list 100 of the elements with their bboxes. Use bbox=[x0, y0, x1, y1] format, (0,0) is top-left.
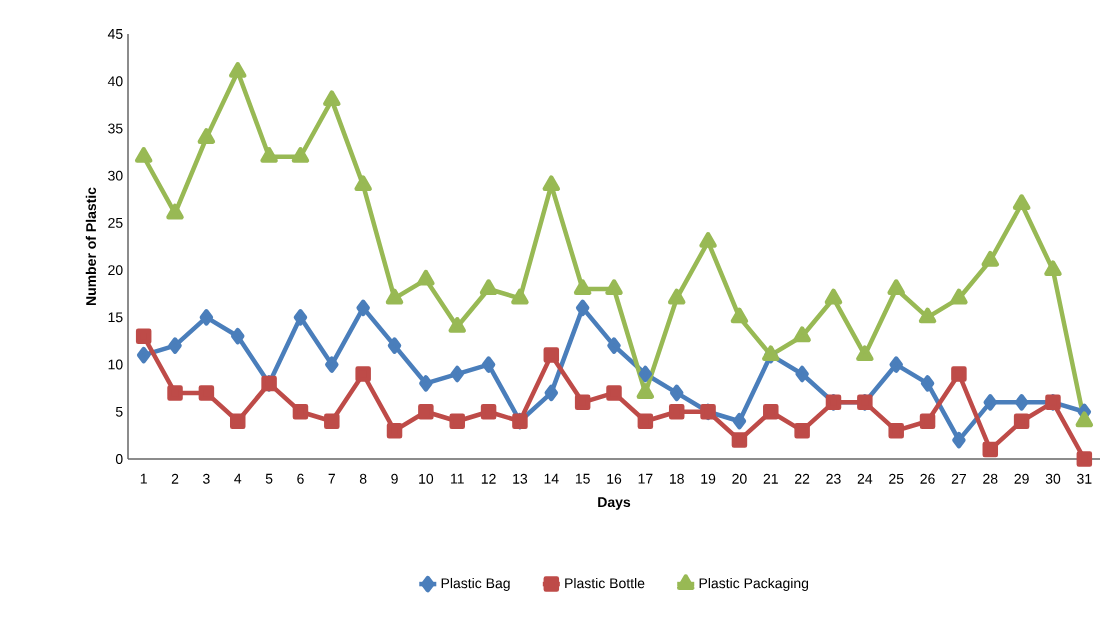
x-tick-label: 25 bbox=[889, 473, 904, 484]
point bbox=[543, 347, 560, 363]
point bbox=[983, 394, 998, 411]
x-tick-label: 23 bbox=[826, 473, 841, 484]
x-tick-label: 9 bbox=[391, 473, 398, 484]
point bbox=[981, 250, 1000, 267]
point bbox=[450, 365, 464, 383]
point bbox=[889, 356, 903, 373]
point bbox=[950, 288, 968, 305]
point bbox=[669, 384, 684, 402]
point bbox=[763, 404, 779, 420]
point bbox=[511, 288, 529, 305]
y-tick-label: 5 bbox=[115, 406, 123, 417]
point bbox=[135, 328, 152, 344]
x-tick-label: 19 bbox=[701, 473, 716, 484]
point bbox=[575, 299, 590, 317]
x-tick-label: 4 bbox=[234, 473, 242, 484]
point bbox=[168, 337, 182, 354]
point bbox=[606, 385, 622, 401]
x-tick-label: 22 bbox=[795, 473, 810, 484]
x-tick-label: 28 bbox=[983, 473, 998, 484]
point bbox=[325, 356, 339, 373]
point bbox=[197, 128, 216, 144]
point bbox=[605, 279, 623, 295]
point bbox=[260, 147, 278, 163]
point bbox=[229, 62, 247, 78]
point bbox=[668, 404, 685, 420]
x-tick-label: 16 bbox=[607, 473, 622, 484]
legend-label: Plastic Bag bbox=[441, 577, 510, 591]
point bbox=[1014, 394, 1029, 411]
legend-label: Plastic Packaging bbox=[699, 577, 809, 591]
point bbox=[607, 337, 621, 354]
point bbox=[448, 317, 466, 333]
x-tick-label: 5 bbox=[265, 473, 273, 484]
point bbox=[824, 288, 843, 305]
point bbox=[952, 431, 966, 449]
point bbox=[887, 279, 905, 295]
y-tick-label: 10 bbox=[108, 359, 123, 370]
x-tick-label: 18 bbox=[669, 473, 684, 484]
x-tick-label: 8 bbox=[359, 473, 367, 484]
x-tick-label: 11 bbox=[451, 473, 464, 484]
point bbox=[793, 326, 811, 343]
point bbox=[544, 384, 559, 402]
y-tick-label: 0 bbox=[115, 454, 123, 464]
point bbox=[951, 366, 967, 382]
y-tick-label: 25 bbox=[108, 217, 123, 228]
point bbox=[574, 394, 591, 411]
x-axis-title: Days bbox=[598, 497, 631, 510]
point bbox=[732, 412, 747, 430]
point bbox=[795, 365, 809, 383]
point bbox=[385, 288, 404, 305]
point bbox=[982, 441, 999, 458]
x-tick-label: 14 bbox=[544, 473, 559, 484]
x-tick-label: 31 bbox=[1077, 473, 1092, 484]
point bbox=[919, 413, 936, 429]
point bbox=[1044, 260, 1062, 277]
point bbox=[918, 307, 937, 324]
x-tick-label: 20 bbox=[732, 473, 747, 484]
point bbox=[323, 90, 341, 107]
point bbox=[167, 385, 183, 401]
point bbox=[449, 413, 465, 429]
point bbox=[324, 413, 340, 429]
y-tick-label: 45 bbox=[107, 29, 123, 39]
point bbox=[699, 232, 717, 248]
x-tick-label: 21 bbox=[763, 473, 778, 484]
y-tick-label: 15 bbox=[108, 312, 123, 323]
point bbox=[542, 175, 561, 192]
point bbox=[356, 299, 370, 317]
point bbox=[573, 279, 592, 295]
point bbox=[667, 288, 686, 305]
point bbox=[417, 269, 435, 286]
x-tick-label: 1 bbox=[140, 473, 147, 484]
point bbox=[888, 422, 904, 439]
point bbox=[136, 346, 151, 364]
point bbox=[199, 309, 214, 326]
y-tick-label: 35 bbox=[108, 123, 123, 134]
x-tick-label: 30 bbox=[1045, 473, 1061, 484]
x-tick-label: 17 bbox=[638, 473, 653, 484]
x-tick-label: 13 bbox=[513, 473, 528, 484]
point bbox=[354, 175, 372, 192]
point bbox=[166, 203, 184, 220]
point bbox=[229, 413, 246, 429]
x-tick-label: 29 bbox=[1014, 473, 1029, 484]
x-tick-label: 15 bbox=[575, 473, 590, 484]
point bbox=[480, 404, 497, 420]
point bbox=[1013, 413, 1030, 429]
point bbox=[198, 385, 215, 401]
x-tick-label: 2 bbox=[171, 473, 179, 484]
point bbox=[481, 356, 496, 373]
x-tick-label: 12 bbox=[481, 473, 496, 484]
point bbox=[291, 147, 310, 163]
point bbox=[134, 147, 153, 163]
point bbox=[637, 413, 654, 429]
x-tick-label: 24 bbox=[857, 473, 873, 484]
legend-label: Plastic Bottle bbox=[565, 577, 645, 589]
point bbox=[731, 432, 748, 448]
x-tick-label: 27 bbox=[951, 473, 966, 484]
point bbox=[636, 383, 655, 399]
point bbox=[386, 422, 403, 439]
x-tick-label: 26 bbox=[920, 473, 935, 484]
